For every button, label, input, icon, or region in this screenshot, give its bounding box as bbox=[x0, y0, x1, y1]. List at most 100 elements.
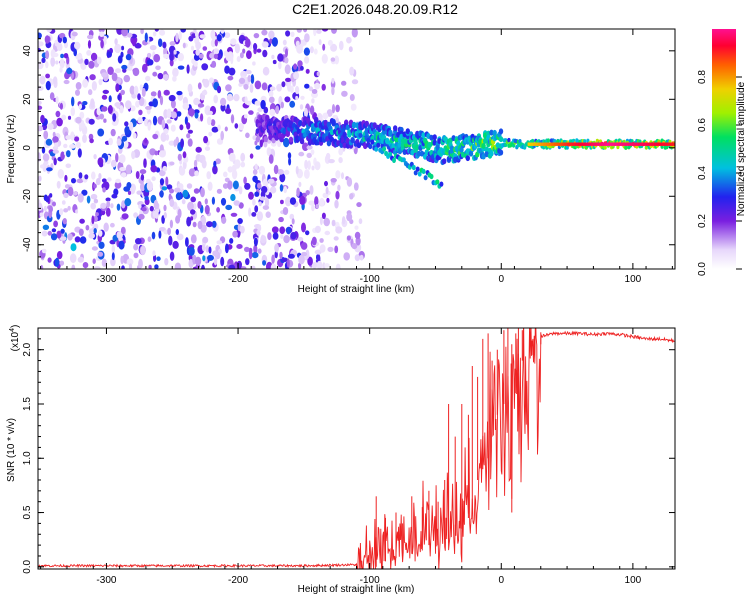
heatmap-cell bbox=[121, 213, 129, 220]
heatmap-cell bbox=[439, 181, 444, 187]
heatmap-cell bbox=[246, 50, 252, 60]
heatmap-cell bbox=[305, 249, 310, 259]
heatmap-cell bbox=[301, 251, 308, 257]
heatmap-cell bbox=[417, 171, 422, 177]
heatmap-cell bbox=[284, 169, 290, 175]
heatmap-cell bbox=[127, 32, 133, 38]
heatmap-cell bbox=[314, 196, 319, 207]
heatmap-cell bbox=[330, 178, 337, 183]
x-tick-label: -200 bbox=[228, 575, 248, 586]
heatmap-cell bbox=[248, 249, 253, 260]
heatmap-cell bbox=[289, 100, 296, 108]
heatmap-cell bbox=[213, 160, 217, 168]
heatmap-cell bbox=[98, 230, 103, 237]
heatmap-cell bbox=[135, 238, 142, 245]
heatmap-cell bbox=[507, 137, 511, 143]
heatmap-cell bbox=[625, 142, 629, 146]
heatmap-cell bbox=[111, 252, 115, 261]
heatmap-cell bbox=[193, 97, 200, 106]
heatmap-cell bbox=[245, 69, 252, 75]
heatmap-cell bbox=[154, 264, 159, 269]
heatmap-cell bbox=[234, 123, 239, 129]
heatmap-cell bbox=[175, 192, 182, 201]
heatmap-cell bbox=[429, 173, 434, 180]
heatmap-cell bbox=[110, 257, 116, 267]
heatmap-cell bbox=[203, 135, 209, 144]
heatmap-cell bbox=[321, 53, 328, 64]
heatmap-cell bbox=[193, 188, 200, 194]
heatmap-cell bbox=[114, 38, 118, 45]
heatmap-cell bbox=[313, 48, 318, 55]
heatmap-cell bbox=[359, 254, 364, 261]
heatmap-cell bbox=[120, 172, 127, 178]
heatmap-cell bbox=[228, 67, 236, 76]
heatmap-cell bbox=[43, 130, 49, 140]
heatmap-cell bbox=[129, 121, 134, 131]
heatmap-cell bbox=[172, 75, 177, 82]
heatmap-cell bbox=[245, 38, 251, 48]
heatmap-cell bbox=[98, 173, 102, 180]
heatmap-cell bbox=[334, 199, 339, 209]
heatmap-cell bbox=[288, 136, 294, 143]
heatmap-cell bbox=[93, 228, 97, 234]
heatmap-cell bbox=[249, 153, 254, 159]
heatmap-cell bbox=[334, 245, 339, 254]
heatmap-cell bbox=[79, 236, 87, 244]
heatmap-cell bbox=[274, 243, 279, 253]
heatmap-cell bbox=[551, 142, 555, 146]
heatmap-cell bbox=[40, 114, 45, 124]
heatmap-cell bbox=[173, 139, 177, 148]
heatmap-cell bbox=[138, 109, 143, 116]
heatmap-cell bbox=[382, 146, 387, 152]
heatmap-cell bbox=[590, 142, 595, 146]
heatmap-x-label: Height of straight line (km) bbox=[298, 284, 415, 295]
heatmap-cell bbox=[598, 142, 603, 146]
heatmap-cell bbox=[617, 142, 621, 146]
heatmap-cell bbox=[74, 41, 81, 50]
heatmap-cell bbox=[221, 216, 227, 224]
heatmap-cell bbox=[296, 29, 302, 33]
heatmap-cell bbox=[243, 176, 247, 185]
heatmap-cell bbox=[225, 204, 233, 211]
heatmap-cell bbox=[251, 252, 259, 259]
heatmap-cell bbox=[392, 157, 396, 163]
heatmap-cell bbox=[51, 228, 57, 233]
heatmap-cell bbox=[263, 141, 268, 148]
heatmap-cell bbox=[89, 138, 94, 144]
heatmap-cell bbox=[326, 197, 330, 203]
heatmap-cell bbox=[224, 32, 231, 39]
heatmap-cell bbox=[257, 182, 262, 189]
heatmap-cell bbox=[84, 58, 89, 66]
heatmap-cell bbox=[211, 220, 217, 228]
heatmap-cell bbox=[228, 152, 236, 162]
heatmap-cell bbox=[133, 252, 139, 259]
heatmap-cell bbox=[144, 196, 149, 201]
heatmap-cell bbox=[195, 146, 202, 153]
heatmap-cell bbox=[132, 67, 140, 77]
heatmap-cell bbox=[468, 150, 474, 157]
heatmap-cell bbox=[152, 71, 158, 77]
heatmap-cell bbox=[169, 219, 173, 229]
heatmap-cell bbox=[532, 142, 537, 146]
heatmap-cell bbox=[53, 220, 58, 228]
y-tick-label: 1.0 bbox=[22, 451, 33, 465]
heatmap-cell bbox=[279, 173, 286, 183]
heatmap-cell bbox=[669, 142, 674, 146]
heatmap-cell bbox=[158, 227, 166, 232]
heatmap-cell bbox=[124, 198, 132, 207]
heatmap-cell bbox=[370, 139, 375, 145]
heatmap-cell bbox=[326, 109, 333, 117]
heatmap-cell bbox=[481, 142, 486, 149]
heatmap-cell bbox=[101, 72, 108, 78]
heatmap-cell bbox=[211, 126, 219, 133]
heatmap-cell bbox=[416, 150, 422, 157]
heatmap-cell bbox=[192, 221, 197, 228]
heatmap-cell bbox=[100, 209, 106, 216]
heatmap-cell bbox=[353, 182, 359, 191]
heatmap-cell bbox=[349, 94, 355, 101]
heatmap-cell bbox=[224, 65, 231, 74]
heatmap-cell bbox=[335, 263, 341, 269]
heatmap-cell bbox=[129, 85, 135, 95]
heatmap-cell bbox=[164, 258, 169, 266]
